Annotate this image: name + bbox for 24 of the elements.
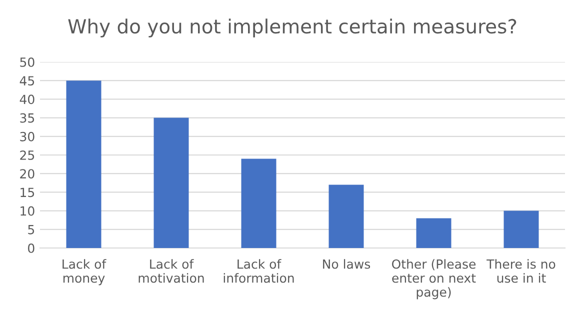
x-tick-label: There is no use in it [486, 259, 556, 283]
y-tick-label: 50 [20, 57, 34, 67]
bar [504, 210, 539, 248]
bar [154, 118, 189, 248]
chart-title: Why do you not implement certain measures? [68, 18, 516, 38]
bar [328, 184, 364, 248]
x-tick-label: Lack of motivation [138, 259, 204, 283]
y-tick-label: 25 [20, 150, 34, 160]
y-tick-label: 20 [20, 169, 34, 179]
x-tick-label: Other (Please enter on next page) [392, 259, 476, 300]
x-tick-label: Lack of information [224, 259, 294, 283]
x-tick-label: No laws [323, 259, 370, 269]
x-tick-label: Lack of money [62, 259, 106, 286]
y-tick-label: 10 [20, 206, 34, 216]
y-tick-label: 45 [20, 76, 34, 86]
y-tick-label: 0 [28, 243, 34, 253]
bar [241, 158, 276, 248]
y-tick-label: 5 [28, 225, 34, 234]
y-tick-label: 30 [20, 132, 34, 142]
y-tick-label: 40 [20, 94, 34, 104]
y-tick-label: 35 [20, 113, 34, 123]
bar [66, 80, 102, 248]
y-tick-label: 15 [20, 188, 34, 198]
bar [416, 218, 452, 248]
